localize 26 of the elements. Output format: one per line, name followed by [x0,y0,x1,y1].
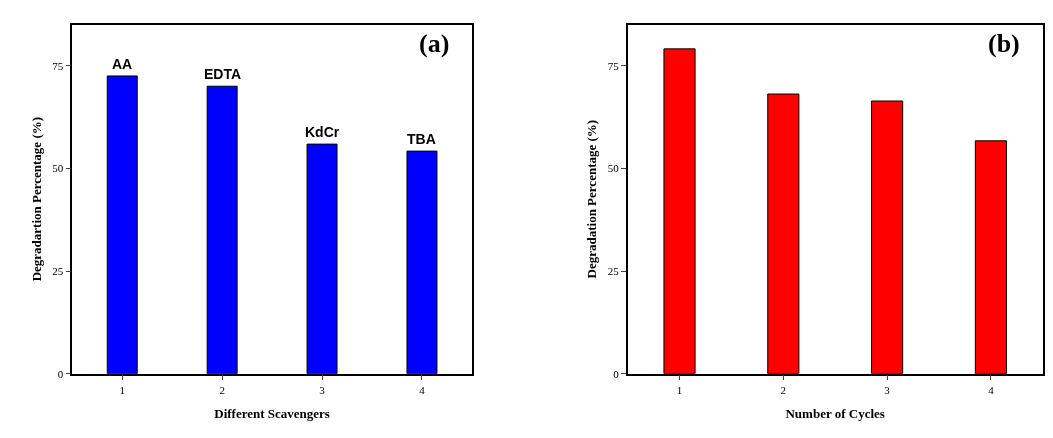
annotation: EDTA [204,66,242,82]
y-tick-label: 0 [57,367,64,380]
y-tick-label: 75 [52,59,64,72]
x-axis-title: Number of Cycles [785,405,885,421]
y-tick-label: 50 [607,162,620,175]
annotation: (b) [988,29,1020,58]
x-tick-label: 2 [780,383,787,396]
x-tick-label: 3 [319,383,326,396]
y-axis-title: Degradartion Percentage (%) [28,116,44,282]
y-tick-label: 25 [52,264,64,277]
x-axis-title: Different Scavengers [214,405,330,421]
y-tick-label: 75 [607,59,620,72]
x-tick-label: 1 [119,383,125,396]
x-tick-label: 1 [676,383,683,396]
x-tick-label: 4 [988,383,995,396]
y-tick-label: 50 [52,162,64,175]
y-tick-label: 25 [607,264,620,277]
annotation: TBA [407,131,436,147]
x-tick-label: 4 [419,383,426,396]
y-axis-title: Degradation Percentage (%) [584,119,600,279]
annotation: (a) [419,29,450,58]
annotation: AA [112,56,133,72]
x-tick-label: 3 [884,383,891,396]
y-tick-label: 0 [613,367,620,380]
x-tick-label: 2 [219,383,225,396]
annotation: KdCr [305,124,340,140]
